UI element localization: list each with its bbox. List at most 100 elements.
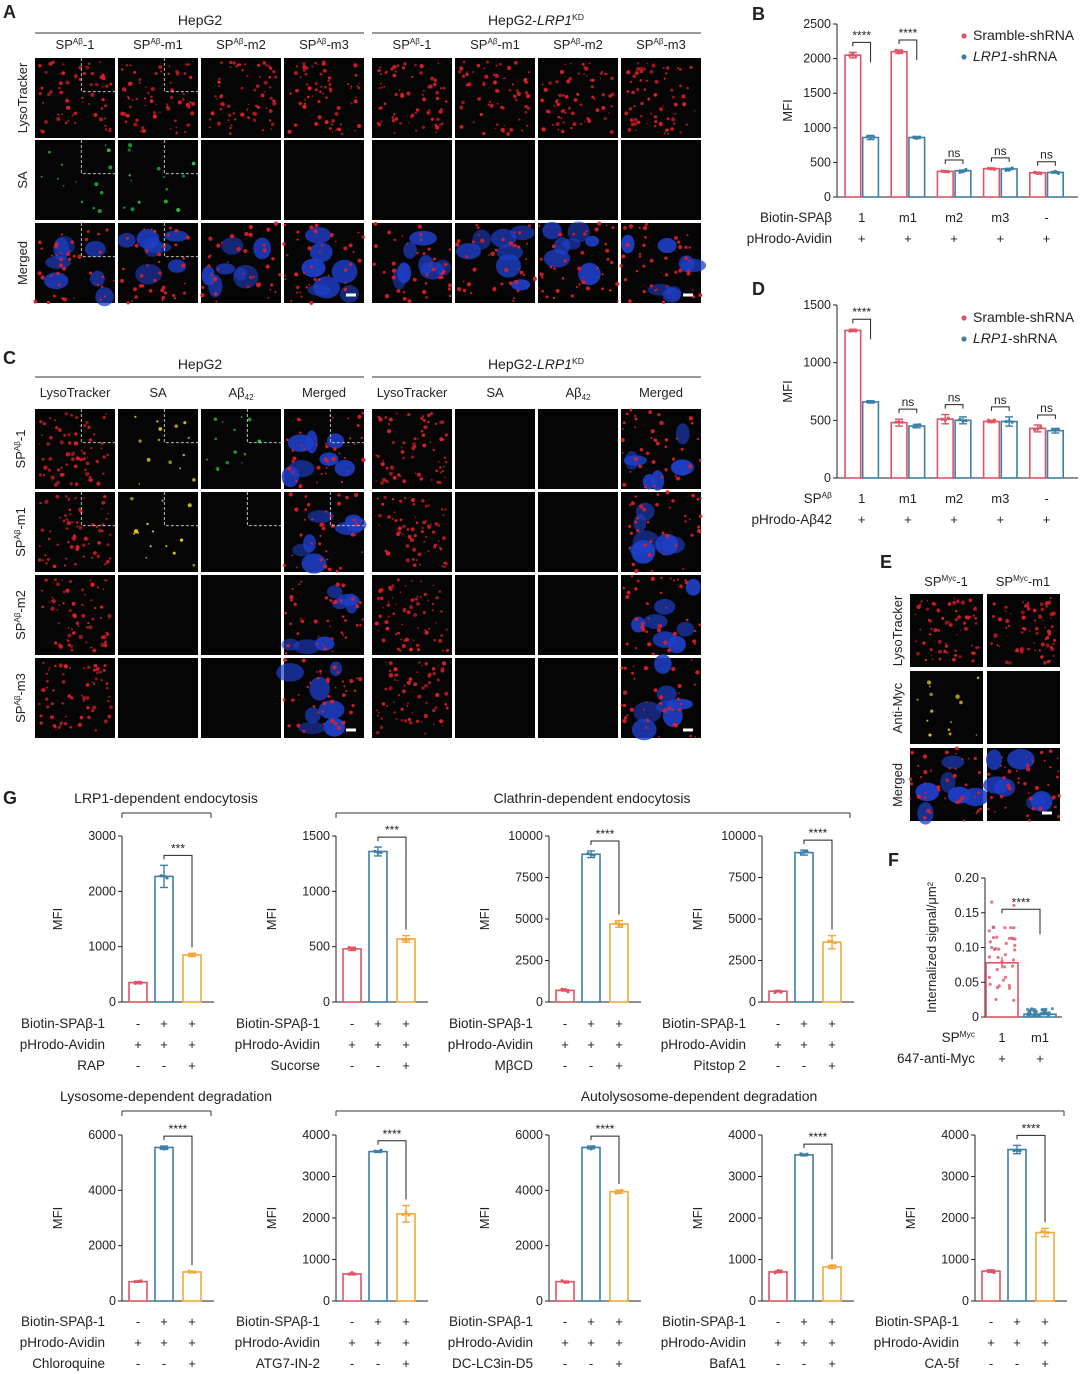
puncta-spot — [494, 248, 498, 252]
puncta-spot — [389, 417, 393, 422]
puncta-spot — [75, 416, 79, 420]
puncta-spot — [391, 584, 395, 588]
puncta-spot — [955, 694, 960, 699]
puncta-spot — [422, 415, 425, 418]
row-label: SPAβ-m2 — [13, 590, 28, 640]
puncta-spot — [386, 551, 391, 556]
data-point — [987, 975, 992, 979]
data-point — [353, 1272, 357, 1276]
data-point — [136, 981, 140, 985]
puncta-spot — [71, 628, 74, 631]
puncta-spot — [227, 113, 232, 118]
puncta-spot — [40, 275, 45, 280]
puncta-spot — [101, 529, 104, 533]
puncta-spot — [291, 588, 294, 591]
nucleus-spot — [585, 235, 600, 247]
puncta-spot — [944, 750, 949, 755]
data-point — [987, 955, 991, 959]
puncta-spot — [360, 519, 363, 522]
puncta-spot — [220, 241, 223, 244]
puncta-spot — [964, 783, 968, 787]
puncta-spot — [428, 108, 431, 112]
condition-value: - — [1044, 491, 1048, 506]
puncta-spot — [72, 631, 76, 635]
puncta-spot — [971, 651, 975, 655]
puncta-spot — [76, 521, 79, 524]
puncta-spot — [628, 546, 631, 549]
puncta-spot — [956, 600, 960, 604]
data-point — [159, 874, 163, 878]
tile-background — [118, 140, 198, 220]
puncta-spot — [645, 602, 649, 606]
puncta-spot — [622, 690, 628, 695]
puncta-spot — [584, 120, 586, 123]
puncta-spot — [433, 545, 436, 548]
puncta-spot — [664, 273, 669, 277]
puncta-spot — [519, 270, 524, 275]
puncta-spot — [84, 237, 89, 242]
puncta-spot — [427, 85, 431, 89]
data-point — [900, 420, 904, 424]
puncta-spot — [374, 621, 379, 626]
data-point — [1004, 420, 1008, 424]
puncta-spot — [319, 557, 323, 562]
puncta-spot — [230, 124, 233, 127]
legend-entry: LRP1-shRNA — [973, 48, 1058, 64]
puncta-spot — [52, 564, 57, 569]
puncta-spot — [650, 569, 654, 573]
puncta-spot — [418, 661, 421, 664]
data-point — [871, 400, 876, 404]
puncta-spot — [243, 452, 247, 456]
puncta-spot — [477, 226, 480, 230]
puncta-spot — [410, 113, 415, 118]
puncta-spot — [1049, 646, 1053, 650]
puncta-spot — [669, 577, 672, 580]
nucleus-spot — [288, 460, 315, 478]
puncta-spot — [608, 94, 612, 98]
bar — [954, 419, 972, 479]
puncta-spot — [494, 74, 499, 78]
data-point — [620, 923, 624, 927]
condition-value: 1 — [858, 210, 865, 225]
puncta-spot — [462, 280, 465, 283]
puncta-spot — [576, 285, 579, 289]
puncta-spot — [38, 702, 41, 706]
puncta-spot — [698, 293, 703, 297]
puncta-spot — [82, 71, 86, 75]
data-point — [848, 329, 852, 333]
puncta-spot — [377, 415, 381, 419]
y-tick-label: 3000 — [302, 1170, 330, 1184]
puncta-spot — [243, 248, 248, 254]
puncta-spot — [47, 468, 52, 472]
inset-box — [80, 492, 115, 527]
puncta-spot — [408, 677, 413, 682]
puncta-spot — [90, 646, 93, 649]
puncta-spot — [356, 677, 358, 680]
puncta-spot — [409, 537, 414, 543]
tile-background — [118, 575, 198, 655]
puncta-spot — [316, 677, 320, 680]
puncta-spot — [665, 533, 670, 538]
puncta-spot — [97, 541, 101, 545]
puncta-spot — [324, 510, 328, 513]
puncta-spot — [494, 127, 496, 130]
puncta-spot — [185, 63, 188, 66]
puncta-spot — [71, 114, 74, 117]
puncta-spot — [1022, 601, 1024, 604]
puncta-spot — [665, 72, 668, 75]
data-point — [1004, 941, 1008, 946]
puncta-spot — [319, 90, 322, 94]
puncta-spot — [82, 457, 86, 461]
puncta-spot — [44, 70, 48, 74]
puncta-spot — [671, 457, 676, 461]
puncta-spot — [476, 63, 481, 68]
significance-label: **** — [383, 1127, 402, 1141]
puncta-spot — [1057, 814, 1061, 819]
puncta-spot — [634, 520, 638, 524]
puncta-spot — [403, 639, 407, 642]
puncta-spot — [336, 671, 339, 674]
condition-value: + — [587, 1335, 595, 1350]
condition-label: Chloroquine — [32, 1356, 105, 1371]
puncta-spot — [944, 797, 947, 800]
puncta-spot — [77, 254, 82, 259]
